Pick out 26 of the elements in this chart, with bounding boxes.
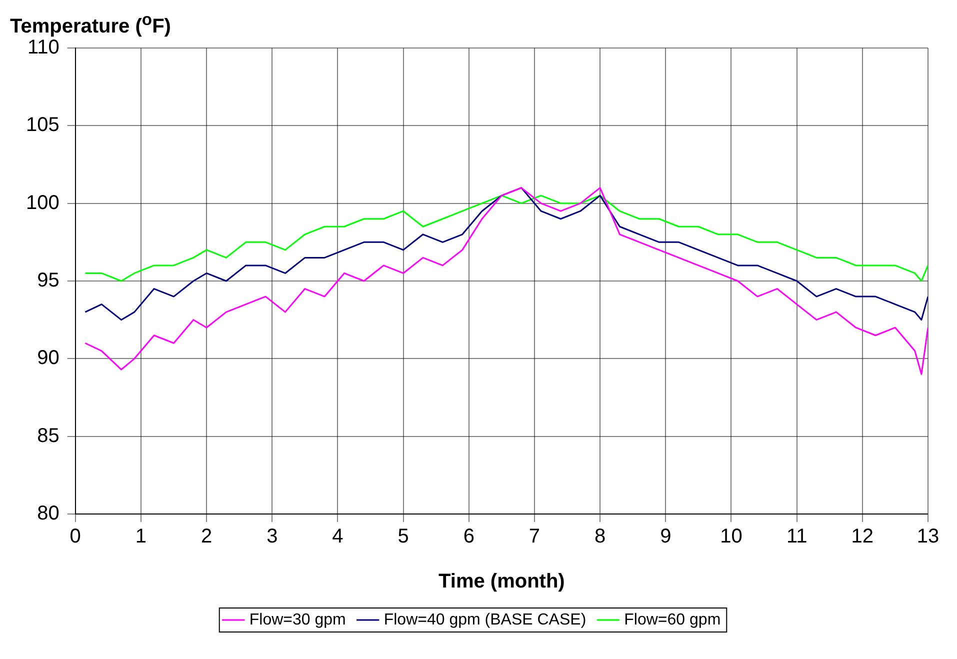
y-tick-label: 85 — [37, 424, 60, 447]
legend-label: Flow=30 gpm — [249, 611, 346, 628]
x-tick-label: 3 — [266, 526, 278, 548]
x-tick-label: 0 — [70, 526, 81, 548]
x-tick-label: 6 — [463, 526, 474, 548]
y-tick-label: 110 — [27, 36, 60, 59]
y-tick-label: 90 — [37, 347, 60, 370]
x-tick-label: 8 — [594, 526, 606, 548]
y-tick-label: 105 — [26, 114, 60, 136]
x-tick-label: 5 — [398, 526, 409, 548]
x-tick-label: 12 — [851, 526, 874, 548]
x-axis-title: Time (month) — [438, 570, 565, 593]
x-tick-label: 11 — [786, 526, 808, 548]
y-tick-label: 100 — [26, 192, 60, 214]
y-tick-label: 80 — [37, 502, 60, 525]
x-tick-label: 13 — [916, 526, 940, 548]
x-tick-label: 2 — [200, 526, 212, 548]
x-tick-label: 9 — [660, 526, 672, 548]
x-tick-label: 1 — [135, 526, 147, 548]
y-tick-label: 95 — [37, 270, 60, 292]
x-tick-label: 4 — [332, 526, 344, 548]
y-axis-title: Temperature ($^{o}$F) — [10, 10, 171, 39]
x-tick-label: 7 — [528, 526, 540, 548]
legend-label: Flow=60 gpm — [624, 611, 721, 628]
x-tick-label: 10 — [720, 526, 742, 548]
legend-label: Flow=40 gpm (BASE CASE) — [384, 611, 586, 628]
